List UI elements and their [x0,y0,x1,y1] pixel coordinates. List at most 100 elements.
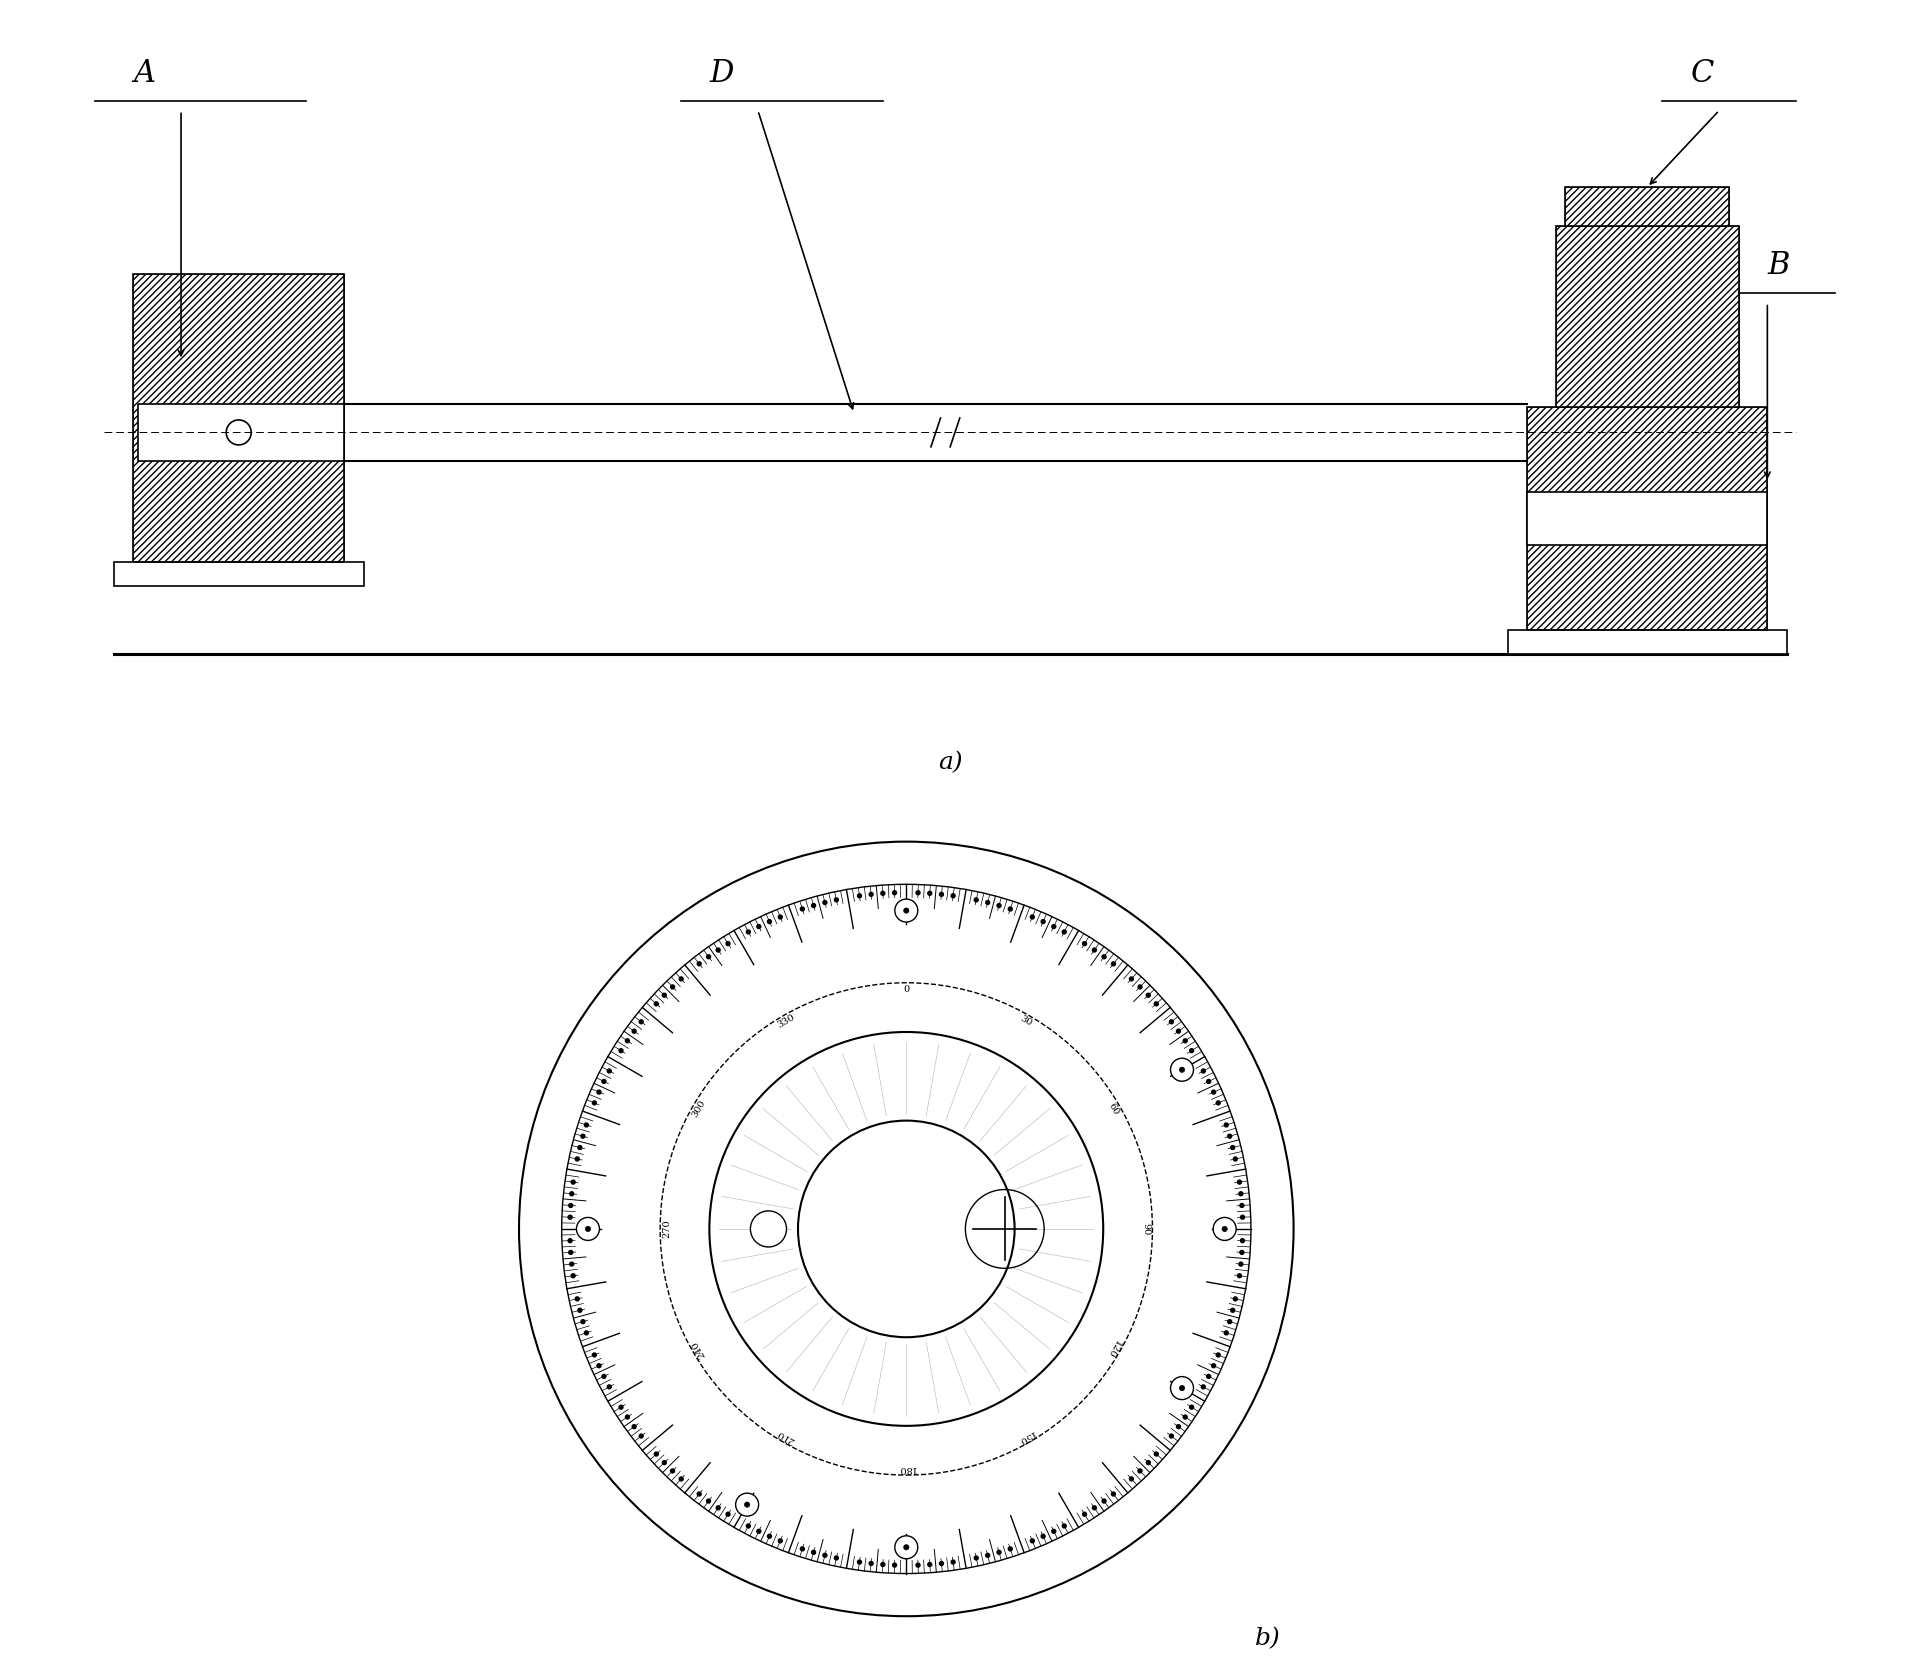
Circle shape [822,1553,826,1557]
Circle shape [1238,1180,1241,1184]
Circle shape [1169,1435,1173,1438]
Circle shape [1205,1374,1211,1378]
Circle shape [1093,948,1097,951]
Circle shape [767,1535,770,1538]
Circle shape [601,1374,606,1378]
Circle shape [568,1204,572,1207]
Circle shape [833,898,837,901]
Circle shape [696,961,700,966]
Circle shape [1051,1530,1055,1533]
Circle shape [778,1538,782,1543]
Text: 60: 60 [1106,1102,1119,1117]
Circle shape [1215,1100,1220,1105]
Circle shape [746,1523,749,1528]
Circle shape [974,1557,978,1560]
Circle shape [799,1547,805,1552]
Circle shape [679,976,683,981]
Circle shape [746,930,749,935]
Circle shape [1238,1262,1241,1266]
Circle shape [1030,915,1034,920]
Circle shape [1102,955,1106,958]
Circle shape [709,1032,1102,1426]
Circle shape [669,985,675,988]
Circle shape [1226,1319,1232,1324]
Text: 90: 90 [1140,1222,1150,1236]
Text: a): a) [938,751,961,774]
Circle shape [1240,1251,1243,1254]
Circle shape [591,1353,597,1358]
Circle shape [749,1211,786,1247]
Circle shape [1224,1331,1228,1334]
Circle shape [1007,1547,1013,1552]
Circle shape [1220,1226,1226,1232]
Circle shape [715,1506,719,1510]
Circle shape [578,1308,582,1313]
Circle shape [1226,1134,1232,1139]
Polygon shape [137,403,345,461]
Circle shape [810,903,814,908]
Circle shape [997,903,1001,908]
Circle shape [1146,993,1150,997]
Circle shape [1238,1192,1241,1195]
Circle shape [568,1251,572,1254]
Circle shape [856,1560,860,1563]
Polygon shape [1564,187,1728,226]
Circle shape [576,1157,580,1160]
Circle shape [1169,1058,1194,1082]
Circle shape [570,1274,574,1277]
Circle shape [1211,1090,1215,1093]
Circle shape [727,941,730,946]
Circle shape [1240,1216,1243,1219]
Circle shape [1041,1535,1045,1538]
Circle shape [1051,925,1055,928]
Circle shape [1224,1124,1228,1127]
Text: 120: 120 [1104,1338,1121,1359]
Circle shape [706,955,709,958]
Circle shape [584,1124,587,1127]
Circle shape [986,1553,990,1557]
Circle shape [1169,1376,1194,1399]
Circle shape [631,1425,635,1428]
Circle shape [1112,1491,1116,1496]
Circle shape [1188,1404,1194,1409]
Circle shape [1215,1353,1220,1358]
Circle shape [591,1100,597,1105]
Text: 180: 180 [896,1465,915,1473]
Circle shape [778,915,782,920]
Text: D: D [709,57,734,89]
Circle shape [927,1563,931,1567]
Text: 240: 240 [690,1338,707,1359]
Circle shape [1201,1068,1205,1073]
Circle shape [585,1226,591,1232]
Circle shape [568,1216,572,1219]
Circle shape [568,1239,572,1242]
Circle shape [1112,961,1116,966]
Circle shape [1179,1386,1184,1391]
Circle shape [1169,1020,1173,1023]
Circle shape [578,1145,582,1150]
Circle shape [639,1435,643,1438]
Circle shape [227,420,252,445]
Circle shape [927,891,931,895]
Text: b): b) [1253,1627,1280,1650]
Circle shape [915,891,919,895]
Circle shape [997,1550,1001,1555]
Circle shape [606,1384,610,1389]
Circle shape [639,1020,643,1023]
Circle shape [799,906,805,911]
Circle shape [894,900,917,921]
Circle shape [1213,1217,1236,1241]
Circle shape [810,1550,814,1555]
Circle shape [1007,906,1013,911]
Text: 270: 270 [662,1219,671,1239]
Circle shape [1062,930,1066,935]
Circle shape [1081,941,1085,946]
Circle shape [744,1501,749,1506]
Circle shape [974,898,978,901]
Text: 0: 0 [902,985,910,993]
Circle shape [1240,1204,1243,1207]
Circle shape [576,1297,580,1301]
Circle shape [757,1530,761,1533]
Circle shape [1177,1425,1180,1428]
Circle shape [797,1120,1015,1338]
